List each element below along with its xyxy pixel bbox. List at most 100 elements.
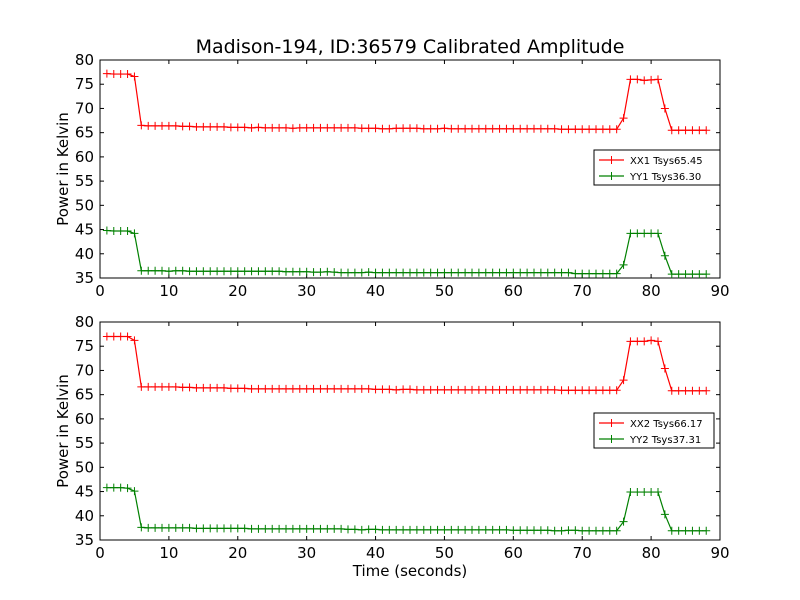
data-point [488, 124, 497, 133]
data-point [461, 525, 470, 534]
data-point [647, 229, 656, 238]
data-point [316, 384, 325, 393]
y-tick-label: 60 [75, 410, 94, 428]
data-point [633, 337, 642, 346]
data-point [674, 386, 683, 395]
y-axis-label: Power in Kelvin [54, 112, 72, 226]
data-point [598, 125, 607, 134]
data-point [619, 517, 628, 526]
data-point [309, 123, 318, 132]
x-tick-label: 0 [95, 544, 105, 562]
data-point [578, 386, 587, 395]
data-point [102, 226, 111, 235]
data-point [412, 268, 421, 277]
data-point [523, 268, 532, 277]
data-point [226, 267, 235, 276]
y-tick-label: 80 [75, 51, 94, 69]
data-point [350, 123, 359, 132]
data-point [116, 227, 125, 236]
data-point [151, 382, 160, 391]
data-point [667, 386, 676, 395]
data-point [530, 526, 538, 535]
data-point [695, 126, 704, 135]
data-point [550, 526, 559, 535]
data-point [344, 384, 352, 393]
data-point [523, 385, 532, 394]
data-point [633, 75, 642, 84]
x-axis-label: Time (seconds) [352, 562, 468, 580]
data-point [254, 267, 263, 276]
data-point [171, 382, 180, 391]
y-tick-label: 75 [75, 75, 94, 93]
data-point [240, 524, 249, 533]
data-point [137, 121, 146, 130]
y-tick-label: 45 [75, 483, 94, 501]
y-tick-label: 55 [75, 172, 94, 190]
data-point [137, 266, 146, 275]
data-point [654, 337, 662, 346]
data-point [220, 383, 228, 392]
y-tick-label: 40 [75, 507, 94, 525]
data-point [509, 526, 518, 535]
data-point [199, 267, 208, 276]
data-point [626, 337, 635, 346]
data-point [564, 386, 573, 395]
data-point [350, 525, 359, 534]
data-point [406, 268, 414, 277]
data-point [660, 364, 669, 373]
data-point [640, 76, 649, 85]
data-point [440, 385, 449, 394]
data-point [585, 386, 594, 395]
data-point [392, 525, 401, 534]
y-tick-label: 35 [75, 531, 94, 549]
data-point [447, 385, 456, 394]
data-point [364, 124, 373, 133]
data-point [123, 227, 132, 236]
data-point [164, 523, 173, 532]
data-point [288, 267, 297, 276]
data-point [247, 267, 256, 276]
data-point [323, 267, 332, 276]
data-point [295, 123, 304, 132]
data-point [702, 386, 711, 395]
data-point [633, 488, 642, 497]
data-point [399, 124, 408, 133]
data-point [268, 123, 277, 132]
data-point [654, 229, 662, 238]
data-point [461, 385, 470, 394]
data-point [171, 523, 180, 532]
data-point [206, 122, 215, 131]
data-point [268, 384, 277, 393]
data-point [426, 385, 435, 394]
data-point [571, 269, 580, 278]
data-point [495, 268, 504, 277]
data-point [158, 266, 166, 275]
data-point [185, 523, 194, 532]
data-point [220, 524, 228, 533]
data-point [488, 268, 497, 277]
y-tick-label: 80 [75, 313, 94, 331]
data-point [440, 525, 449, 534]
data-point [275, 123, 284, 132]
data-point [295, 384, 304, 393]
data-point [282, 524, 290, 533]
data-point [426, 124, 435, 133]
data-point [213, 122, 222, 131]
data-point [578, 125, 587, 134]
data-point [364, 384, 373, 393]
data-point [192, 524, 201, 533]
data-point [481, 385, 490, 394]
data-point [233, 524, 242, 533]
data-point [550, 385, 559, 394]
data-point [605, 125, 614, 134]
data-point [660, 510, 669, 519]
data-point [667, 526, 676, 535]
data-point [226, 524, 235, 533]
data-point [702, 526, 711, 535]
data-point [337, 268, 346, 277]
data-point [543, 124, 552, 133]
data-point [275, 384, 284, 393]
data-point [330, 268, 339, 277]
data-point [571, 386, 580, 395]
data-point [440, 268, 449, 277]
